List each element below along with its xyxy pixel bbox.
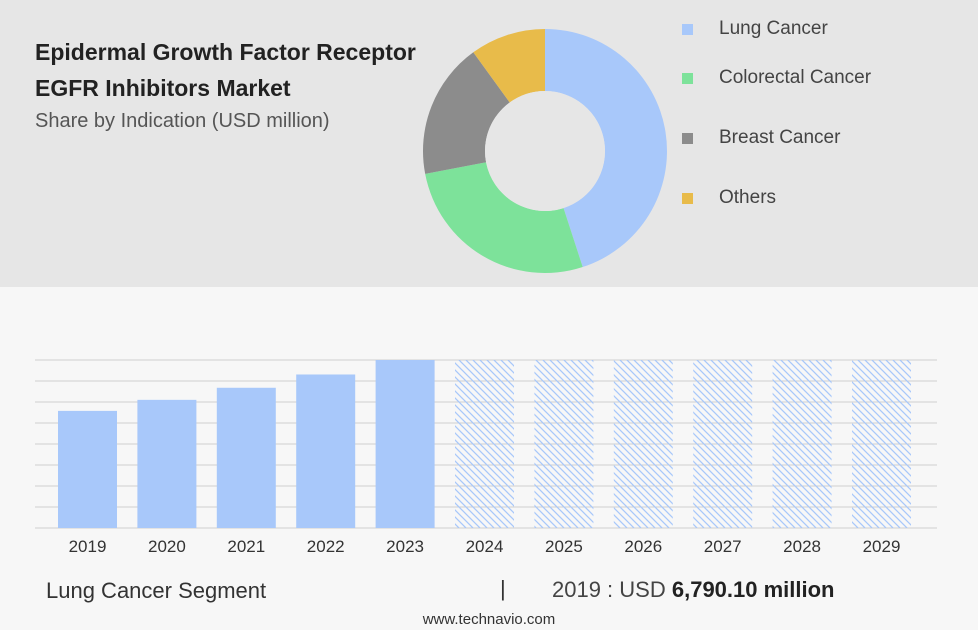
legend-item-lung-cancer: Lung Cancer	[682, 10, 972, 48]
donut-slice-others	[473, 29, 545, 103]
x-tick-label: 2025	[545, 537, 583, 556]
legend: Lung Cancer Colorectal Cancer Breast Can…	[682, 10, 972, 228]
forecast-bar-2026	[613, 360, 673, 528]
legend-item-breast-cancer: Breast Cancer	[682, 108, 972, 168]
x-tick-label: 2024	[466, 537, 504, 556]
legend-label: Colorectal Cancer	[719, 67, 872, 88]
donut-hole	[485, 91, 605, 211]
bar-2022	[296, 374, 356, 528]
x-tick-label: 2022	[307, 537, 345, 556]
x-tick-label: 2021	[227, 537, 265, 556]
legend-swatch	[682, 192, 693, 204]
x-tick-label: 2026	[624, 537, 662, 556]
forecast-bar-2024	[455, 360, 514, 528]
forecast-bar-2028	[772, 360, 832, 528]
forecast-bar-2025	[534, 360, 594, 528]
bar-2021	[216, 387, 276, 528]
segment-label: Lung Cancer Segment	[46, 578, 267, 603]
website-url: www.technavio.com	[422, 611, 556, 628]
x-tick-label: 2028	[783, 537, 821, 556]
legend-swatch	[682, 23, 693, 35]
bar-2019	[58, 410, 117, 528]
segment-value: 2019 : USD 6,790.10 million	[552, 577, 835, 603]
bar-2020	[137, 399, 197, 528]
separator: |	[500, 576, 506, 601]
legend-label: Breast Cancer	[719, 127, 841, 148]
legend-swatch	[682, 72, 693, 84]
legend-item-colorectal-cancer: Colorectal Cancer	[682, 48, 972, 108]
bar-2023	[375, 360, 435, 528]
value-amount: 6,790.10 million	[671, 577, 835, 602]
x-tick-label: 2027	[704, 537, 742, 556]
legend-item-others: Others	[682, 168, 972, 228]
x-tick-label: 2023	[386, 537, 424, 556]
x-tick-label: 2019	[69, 537, 107, 556]
x-tick-label: 2020	[148, 537, 186, 556]
legend-label: Others	[719, 187, 777, 208]
forecast-bar-2029	[852, 360, 911, 528]
donut-slice-breast-cancer	[423, 52, 510, 174]
x-tick-label: 2029	[863, 537, 901, 556]
donut-chart	[423, 29, 667, 273]
chart-title: Epidermal Growth Factor Receptor EGFR In…	[35, 39, 416, 101]
value-prefix: 2019 : USD	[552, 577, 666, 602]
forecast-bar-2027	[693, 360, 753, 528]
donut-slice-colorectal-cancer	[425, 162, 583, 273]
bar-chart: 2019 2020 2021 2022 2023 2024 2025 2026 2027 2028…	[35, 359, 937, 556]
legend-swatch	[682, 132, 693, 144]
chart-subtitle: Share by Indication (USD million)	[35, 110, 330, 132]
donut-slice-lung-cancer	[545, 29, 667, 268]
legend-label: Lung Cancer	[719, 18, 828, 39]
